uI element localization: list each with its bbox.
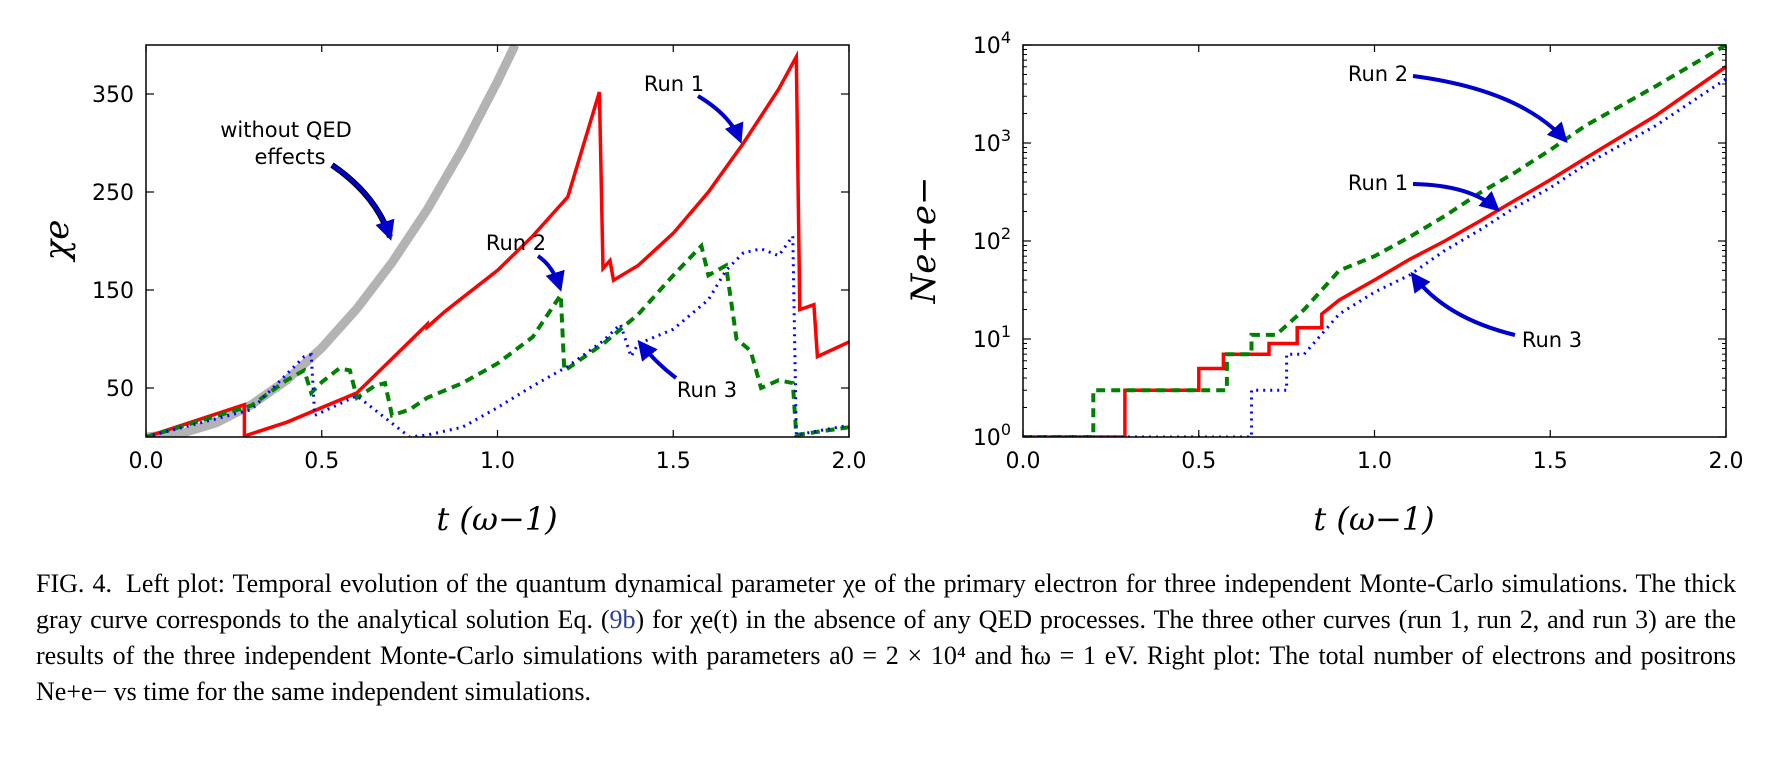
right-xlabel: t (ω−1) — [1313, 500, 1434, 538]
left-arrow-noqed-outline — [330, 162, 393, 238]
right-series-run-1 — [1023, 65, 1726, 437]
right-annotation-run3: Run 3 — [1522, 328, 1582, 352]
left-series-run-2 — [146, 241, 849, 437]
left-xtick-label: 1.0 — [480, 449, 515, 474]
right-arrow-run1-icon — [1412, 182, 1500, 212]
left-annotation-run1: Run 1 — [644, 72, 704, 96]
right-arrow-run3-icon — [1410, 271, 1516, 337]
right-plot-ticks: 0.0 0.5 1.0 1.5 2.0 100 101 102 103 104 — [973, 28, 1744, 474]
left-arrow-noqed-icon — [330, 163, 395, 241]
left-arrow-run2-icon — [536, 254, 565, 292]
left-ytick-label: 350 — [92, 83, 134, 108]
right-ytick-label: 100 — [973, 420, 1011, 451]
right-ytick-label: 102 — [973, 224, 1011, 255]
left-ylabel: χe — [37, 220, 77, 263]
left-plot-ticks: 0.0 0.5 1.0 1.5 2.0 50 150 250 350 — [92, 45, 867, 474]
right-xtick-label: 0.5 — [1181, 449, 1216, 474]
right-plot-series — [1023, 45, 1726, 437]
left-series-run-1 — [146, 50, 849, 437]
figure-caption: FIG. 4. Left plot: Temporal evolution of … — [36, 566, 1736, 710]
left-ytick-label: 50 — [106, 377, 134, 402]
right-xtick-label: 0.0 — [1006, 449, 1041, 474]
right-xtick-label: 1.0 — [1357, 449, 1392, 474]
right-plot: 0.0 0.5 1.0 1.5 2.0 100 101 102 103 104 Ne+e− t (… — [904, 28, 1744, 538]
caption-text-1: Left plot: Temporal evolution of the qua… — [36, 569, 1736, 634]
left-annotation-noqed-line2: effects — [254, 145, 325, 169]
left-xtick-label: 1.5 — [656, 449, 691, 474]
caption-equation-link[interactable]: 9b — [609, 605, 636, 634]
left-ytick-label: 150 — [92, 279, 134, 304]
right-series-run-2 — [1023, 45, 1726, 437]
right-arrow-run2-icon — [1412, 74, 1568, 143]
right-xtick-label: 1.5 — [1533, 449, 1568, 474]
left-annotation-run3: Run 3 — [677, 378, 737, 402]
left-xlabel: t (ω−1) — [436, 500, 557, 538]
left-arrow-run1-icon — [696, 94, 744, 144]
left-plot-series — [146, 45, 849, 437]
right-ylabel: Ne+e− — [904, 177, 944, 305]
right-ytick-label: 101 — [973, 322, 1011, 353]
left-series-without-qed-effects — [146, 45, 520, 437]
left-plot: 0.0 0.5 1.0 1.5 2.0 50 150 250 350 χe t (ω−1) wi… — [37, 44, 867, 538]
caption-text-2: ) for χe(t) in the absence of any QED pr… — [36, 605, 1736, 706]
left-ytick-label: 250 — [92, 181, 134, 206]
left-arrow-run3-icon — [637, 339, 678, 380]
right-xtick-label: 2.0 — [1709, 449, 1744, 474]
figure: 0.0 0.5 1.0 1.5 2.0 50 150 250 350 χe t (ω−1) wi… — [37, 28, 1744, 538]
right-ytick-label: 103 — [973, 126, 1011, 157]
left-xtick-label: 0.0 — [129, 449, 164, 474]
right-annotation-run2: Run 2 — [1348, 62, 1408, 86]
right-annotation-run1: Run 1 — [1348, 171, 1408, 195]
left-xtick-label: 0.5 — [304, 449, 339, 474]
left-annotation-run2: Run 2 — [486, 231, 546, 255]
right-ytick-label: 104 — [973, 28, 1011, 59]
left-annotation-noqed-line1: without QED — [220, 118, 352, 142]
caption-label: FIG. 4. — [36, 569, 112, 598]
left-xtick-label: 2.0 — [832, 449, 867, 474]
